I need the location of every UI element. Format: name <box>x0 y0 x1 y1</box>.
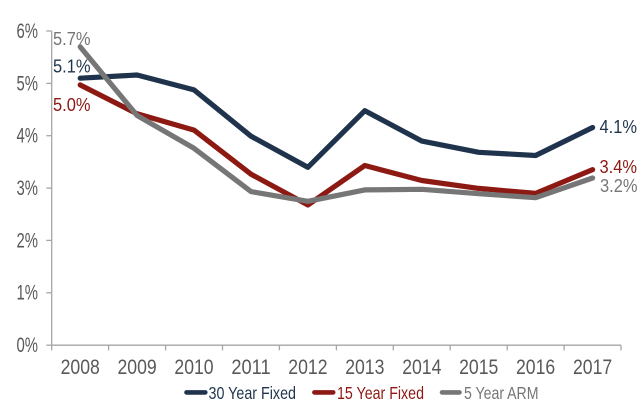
svg-text:2008: 2008 <box>61 356 100 379</box>
svg-text:5.1%: 5.1% <box>53 57 91 77</box>
svg-text:1%: 1% <box>17 282 39 305</box>
svg-text:2%: 2% <box>17 229 39 252</box>
svg-text:30 Year Fixed: 30 Year Fixed <box>209 383 297 403</box>
svg-text:5.7%: 5.7% <box>53 29 91 49</box>
svg-text:2013: 2013 <box>345 356 384 379</box>
svg-text:5 Year ARM: 5 Year ARM <box>464 383 539 403</box>
svg-text:3.4%: 3.4% <box>600 157 638 177</box>
svg-text:2009: 2009 <box>118 356 157 379</box>
svg-text:4.1%: 4.1% <box>600 117 638 137</box>
svg-text:6%: 6% <box>17 20 39 43</box>
svg-text:4%: 4% <box>17 125 39 148</box>
svg-text:2011: 2011 <box>231 356 270 379</box>
svg-text:2012: 2012 <box>288 356 327 379</box>
svg-text:2017: 2017 <box>573 356 612 379</box>
svg-text:2014: 2014 <box>402 356 441 379</box>
svg-text:15 Year Fixed: 15 Year Fixed <box>337 383 424 403</box>
svg-text:3.2%: 3.2% <box>600 176 638 196</box>
svg-text:5.0%: 5.0% <box>53 95 91 115</box>
svg-text:2015: 2015 <box>459 356 498 379</box>
svg-text:5%: 5% <box>17 72 39 95</box>
svg-text:0%: 0% <box>17 334 39 357</box>
svg-text:2016: 2016 <box>516 356 555 379</box>
svg-text:2010: 2010 <box>174 356 213 379</box>
svg-text:3%: 3% <box>17 177 39 200</box>
